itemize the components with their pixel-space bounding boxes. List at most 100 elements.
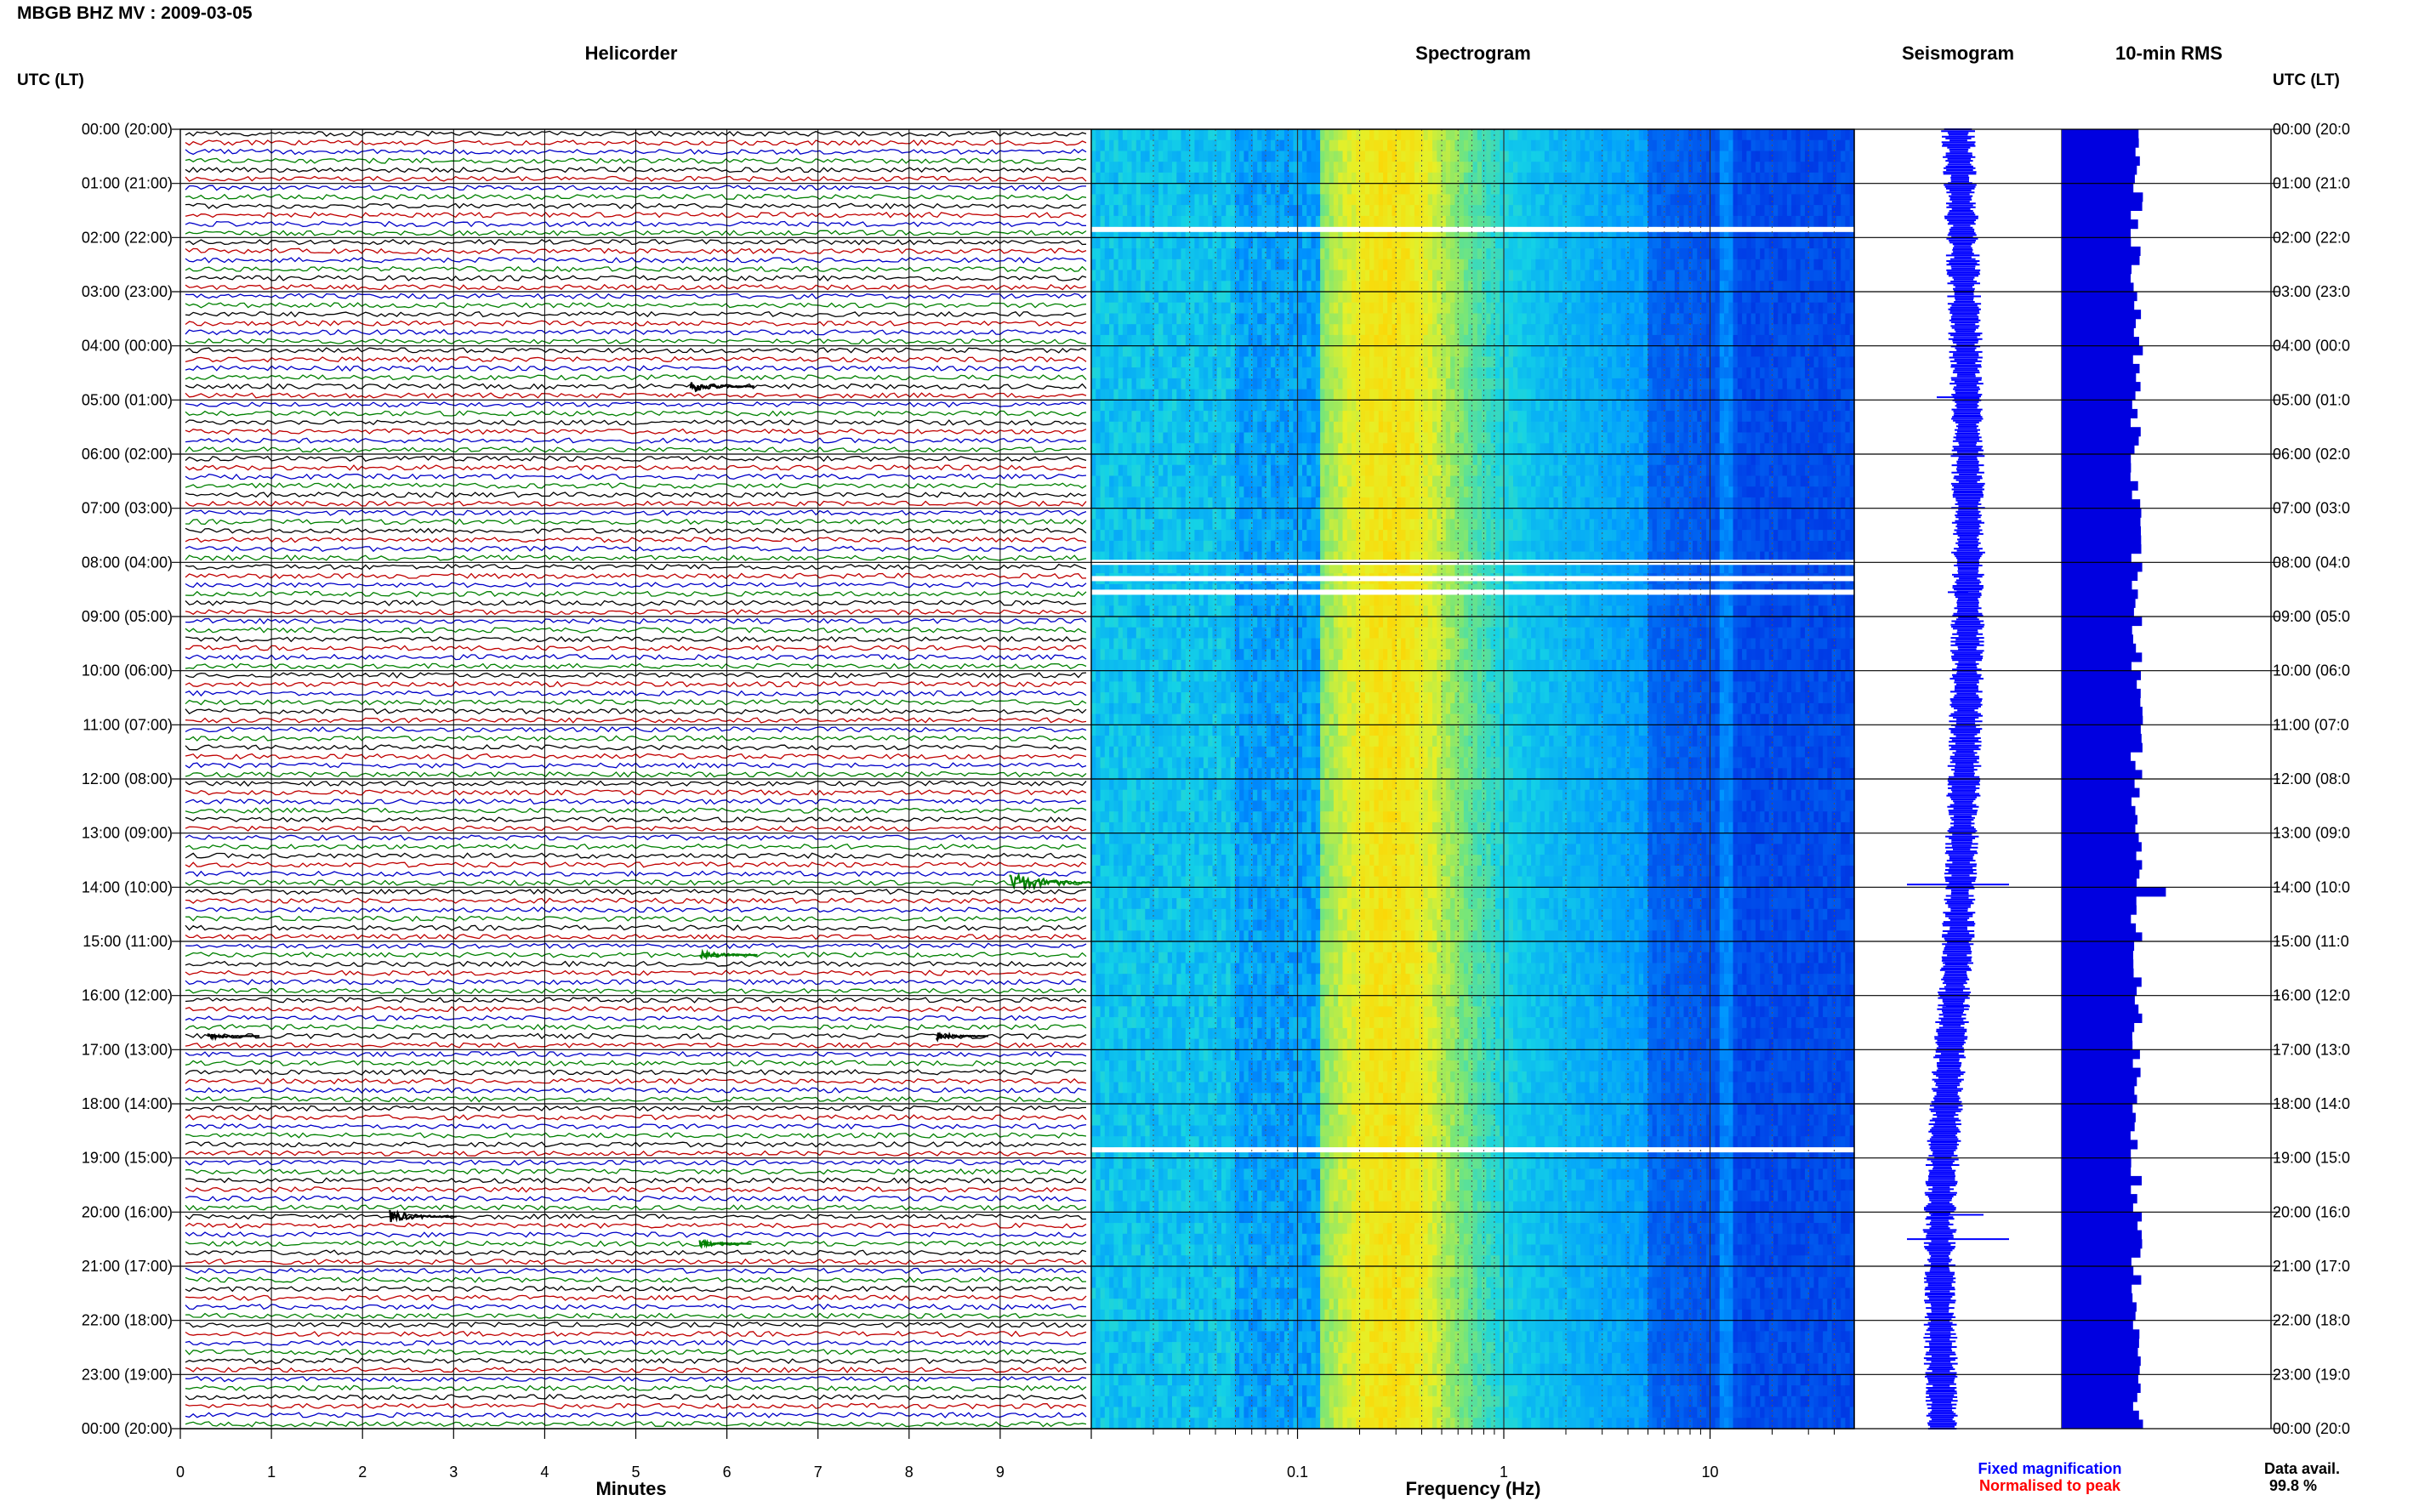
spectrogram-cell — [1312, 184, 1317, 195]
spectrogram-cell — [1454, 173, 1460, 184]
helicorder-event — [700, 1240, 752, 1247]
spectrogram-cell — [1684, 194, 1689, 205]
spectrogram-cell — [1176, 314, 1181, 325]
spectrogram-cell — [1482, 324, 1487, 335]
spectrogram-cell — [1275, 346, 1280, 357]
spectrogram-cell — [1751, 237, 1756, 248]
spectrogram-cell — [1374, 303, 1379, 314]
spectrogram-cell — [1109, 248, 1114, 259]
spectrogram-cell — [1671, 248, 1676, 259]
spectrogram-cell — [1172, 151, 1177, 162]
spectrogram-cell — [1486, 422, 1491, 433]
spectrogram-cell — [1486, 303, 1491, 314]
spectrogram-cell — [1289, 292, 1294, 303]
spectrogram-cell — [1836, 389, 1841, 401]
spectrogram-cell — [1343, 270, 1348, 281]
spectrogram-cell — [1141, 248, 1146, 259]
spectrogram-cell — [1312, 173, 1317, 184]
spectrogram-cell — [1113, 346, 1118, 357]
spectrogram-cell — [1334, 151, 1339, 162]
spectrogram-cell — [1580, 205, 1585, 216]
spectrogram-cell — [1356, 314, 1361, 325]
spectrogram-cell — [1675, 400, 1680, 411]
spectrogram-cell — [1621, 324, 1626, 335]
spectrogram-cell — [1181, 151, 1187, 162]
spectrogram-cell — [1105, 162, 1110, 173]
spectrogram-cell — [1356, 184, 1361, 195]
spectrogram-cell — [1369, 162, 1375, 173]
spectrogram-cell — [1145, 378, 1150, 389]
spectrogram-cell — [1316, 248, 1321, 259]
spectrogram-cell — [1773, 314, 1779, 325]
spectrogram-cell — [1801, 259, 1806, 270]
spectrogram-cell — [1401, 162, 1406, 173]
spectrogram-cell — [1428, 237, 1433, 248]
spectrogram-cell — [1639, 411, 1644, 422]
spectrogram-cell — [1567, 346, 1572, 357]
spectrogram-cell — [1540, 292, 1545, 303]
spectrogram-cell — [1657, 173, 1662, 184]
spectrogram-cell — [1845, 324, 1850, 335]
spectrogram-cell — [1585, 335, 1590, 346]
spectrogram-cell — [1612, 216, 1617, 227]
spectrogram-cell — [1306, 422, 1312, 433]
spectrogram-cell — [1728, 270, 1733, 281]
spectrogram-cell — [1437, 335, 1442, 346]
spectrogram-cell — [1590, 346, 1595, 357]
spectrogram-cell — [1836, 335, 1841, 346]
spectrogram-cell — [1172, 248, 1177, 259]
spectrogram-cell — [1523, 314, 1528, 325]
spectrogram-cell — [1746, 194, 1751, 205]
spectrogram-cell — [1432, 281, 1437, 292]
spectrogram-cell — [1778, 346, 1783, 357]
spectrogram-cell — [1491, 184, 1496, 195]
spectrogram-cell — [1464, 140, 1469, 151]
spectrogram-cell — [1558, 129, 1563, 140]
spectrogram-cell — [1585, 378, 1590, 389]
spectrogram-cell — [1266, 324, 1272, 335]
spectrogram-cell — [1724, 151, 1729, 162]
spectrogram-cell — [1616, 335, 1621, 346]
spectrogram-cell — [1805, 422, 1810, 433]
spectrogram-cell — [1653, 140, 1658, 151]
spectrogram-cell — [1665, 151, 1671, 162]
spectrogram-cell — [1630, 184, 1635, 195]
spectrogram-cell — [1118, 248, 1124, 259]
spectrogram-cell — [1163, 303, 1168, 314]
spectrogram-cell — [1616, 140, 1621, 151]
spectrogram-cell — [1163, 367, 1168, 378]
spectrogram-cell — [1446, 335, 1451, 346]
spectrogram-cell — [1361, 314, 1366, 325]
minute-tick-label: 9 — [996, 1464, 1005, 1481]
spectrogram-cell — [1684, 411, 1689, 422]
spectrogram-cell — [1419, 356, 1424, 367]
spectrogram-cell — [1244, 314, 1249, 325]
spectrogram-cell — [1312, 303, 1317, 314]
spectrogram-cell — [1361, 356, 1366, 367]
spectrogram-cell — [1760, 378, 1765, 389]
spectrogram-cell — [1450, 324, 1455, 335]
spectrogram-cell — [1710, 270, 1716, 281]
spectrogram-cell — [1531, 237, 1536, 248]
spectrogram-cell — [1756, 194, 1761, 205]
spectrogram-cell — [1253, 173, 1258, 184]
spectrogram-cell — [1482, 314, 1487, 325]
spectrogram-cell — [1136, 346, 1141, 357]
spectrogram-cell — [1199, 248, 1204, 259]
spectrogram-cell — [1379, 162, 1384, 173]
spectrogram-cell — [1437, 314, 1442, 325]
spectrogram-cell — [1343, 433, 1348, 444]
spectrogram-cell — [1531, 314, 1536, 325]
spectrogram-cell — [1401, 205, 1406, 216]
spectrogram-cell — [1635, 237, 1640, 248]
spectrogram-cell — [1338, 151, 1343, 162]
spectrogram-cell — [1576, 237, 1581, 248]
spectrogram-cell — [1742, 173, 1747, 184]
spectrogram-cell — [1150, 324, 1155, 335]
spectrogram-cell — [1805, 151, 1810, 162]
spectrogram-cell — [1491, 248, 1496, 259]
spectrogram-cell — [1405, 194, 1410, 205]
spectrogram-cell — [1401, 194, 1406, 205]
spectrogram-cell — [1123, 367, 1128, 378]
spectrogram-cell — [1648, 389, 1653, 401]
